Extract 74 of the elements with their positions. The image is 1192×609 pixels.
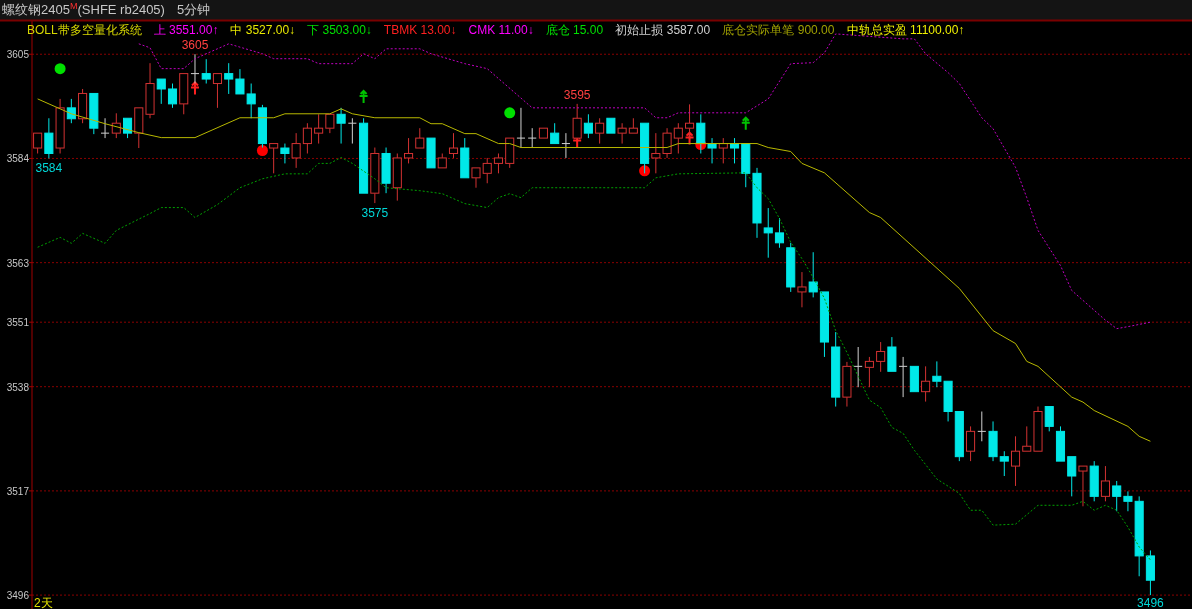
chart-title: 螺纹钢2405$^{M}$(SHFE rb2405) bbox=[2, 1, 165, 17]
candlestick bbox=[516, 107, 526, 149]
candlestick bbox=[1010, 435, 1021, 487]
candlestick bbox=[314, 113, 324, 145]
candlestick bbox=[448, 132, 459, 159]
candlestick bbox=[876, 341, 886, 373]
annotation: TBMK 13.00↓ bbox=[383, 23, 457, 37]
candlestick bbox=[145, 62, 155, 119]
candlestick bbox=[280, 143, 290, 164]
y-tick-label: 3605 bbox=[6, 49, 30, 61]
candlestick bbox=[482, 157, 492, 184]
candlestick bbox=[853, 346, 863, 388]
candlestick bbox=[44, 117, 54, 159]
candlestick bbox=[797, 271, 807, 308]
point bbox=[256, 145, 268, 157]
annotation: 上 3551.00↑ bbox=[153, 23, 219, 37]
annotation: BOLL带多空量化系统 bbox=[27, 23, 142, 37]
point bbox=[684, 131, 695, 146]
candlestick bbox=[763, 207, 773, 259]
point bbox=[504, 107, 516, 119]
chart-subtitle: 5分钟 bbox=[176, 2, 211, 17]
candlestick bbox=[381, 147, 391, 194]
y-tick-label: 3517 bbox=[6, 485, 30, 497]
candlestick bbox=[224, 62, 234, 95]
candlestick bbox=[291, 132, 301, 169]
candlestick bbox=[201, 58, 211, 85]
annotation: 3575 bbox=[361, 206, 389, 221]
point bbox=[740, 116, 751, 131]
candlestick bbox=[831, 331, 841, 408]
annotation: 底仓 15.00 bbox=[545, 23, 604, 37]
candlestick bbox=[595, 117, 605, 145]
candlestick bbox=[988, 420, 998, 462]
candlestick bbox=[718, 137, 728, 164]
point bbox=[189, 81, 200, 96]
candlestick bbox=[55, 98, 65, 154]
line-series bbox=[37, 98, 1151, 442]
y-tick-label: 3496 bbox=[6, 590, 30, 602]
annotation: 3605 bbox=[181, 38, 209, 53]
candlestick bbox=[302, 122, 312, 154]
annotation: 3496 bbox=[1137, 596, 1165, 609]
candlestick bbox=[752, 167, 762, 239]
candlestick bbox=[78, 88, 88, 124]
candlestick bbox=[966, 425, 976, 462]
annotation: CMK 11.00↓ bbox=[468, 23, 534, 37]
candlestick bbox=[707, 137, 717, 164]
y-tick-label: 3584 bbox=[6, 153, 30, 165]
candlestick bbox=[347, 117, 357, 145]
candlestick bbox=[999, 450, 1009, 477]
y-tick-label: 3538 bbox=[6, 381, 30, 393]
candlestick bbox=[617, 122, 627, 145]
y-tick-label: 3563 bbox=[6, 257, 30, 269]
candlestick bbox=[100, 117, 110, 139]
candlestick bbox=[729, 137, 740, 164]
annotation: 3584 bbox=[35, 161, 63, 176]
y-tick-label: 3551 bbox=[6, 317, 30, 329]
candlestick bbox=[921, 365, 931, 403]
candlestick bbox=[561, 132, 571, 159]
candlestick bbox=[1145, 549, 1155, 596]
annotation: 初始止损 3587.00 bbox=[615, 23, 711, 37]
annotation: 下 3503.00↓ bbox=[307, 23, 372, 37]
candlestick bbox=[336, 107, 346, 145]
annotation: 中 3527.00↓ bbox=[230, 23, 296, 37]
candlestick bbox=[842, 361, 852, 408]
point bbox=[54, 63, 66, 75]
candlestick bbox=[977, 411, 987, 442]
annotation: 底仓实际单笔 900.00 bbox=[722, 23, 835, 37]
candlestick bbox=[864, 356, 874, 388]
candlestick bbox=[392, 152, 402, 202]
candlestick bbox=[898, 356, 908, 398]
point bbox=[358, 89, 369, 104]
annotation: 中轨总实盈 11100.00↑ bbox=[846, 23, 965, 37]
annotation: 3595 bbox=[563, 87, 591, 102]
candlestick bbox=[493, 152, 504, 174]
x-axis-title: 2天 bbox=[34, 596, 53, 609]
